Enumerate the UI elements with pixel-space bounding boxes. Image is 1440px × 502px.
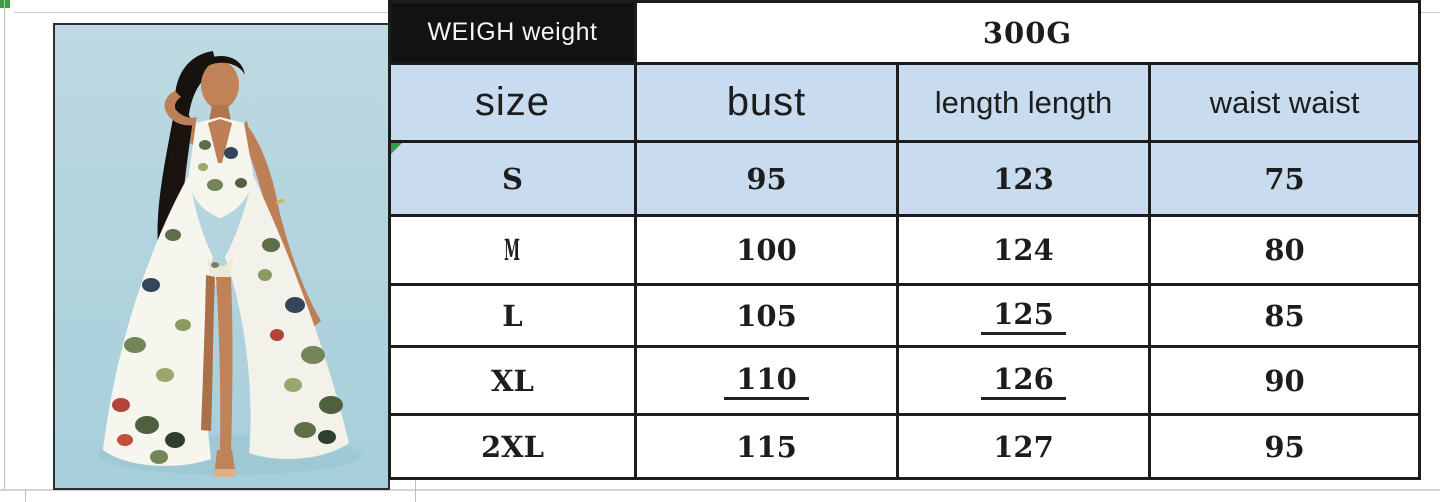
- weight-value-cell[interactable]: 300G: [633, 0, 1422, 65]
- cell-error-marker: [392, 144, 402, 154]
- waist-cell[interactable]: 80: [1147, 214, 1422, 286]
- table-row-s: S 95 123 75: [388, 140, 1422, 217]
- gridline-horizontal-bottom: [0, 489, 1440, 491]
- bust-cell[interactable]: 100: [634, 214, 899, 286]
- weight-label-cell[interactable]: WEIGH weight: [388, 0, 637, 65]
- weight-label: WEIGH weight: [427, 18, 598, 46]
- floral-print: [112, 140, 343, 464]
- waist-cell[interactable]: 95: [1147, 413, 1422, 480]
- bracelet: [275, 198, 285, 205]
- bust-cell[interactable]: 95: [634, 140, 899, 217]
- table-row-xl: XL 110 126 90: [388, 345, 1422, 416]
- gridline-tick-bottom-left: [25, 489, 26, 502]
- length-cell[interactable]: 126: [896, 345, 1151, 416]
- length-cell[interactable]: 125: [896, 283, 1151, 348]
- size-cell[interactable]: L: [388, 283, 637, 348]
- gridline-vertical-left: [4, 0, 5, 489]
- face: [201, 61, 239, 109]
- heel-sandal: [213, 469, 237, 477]
- size-chart: WEIGH weight 300G size bust length lengt…: [388, 0, 1422, 480]
- bust-cell[interactable]: 105: [634, 283, 899, 348]
- weight-row: WEIGH weight 300G: [388, 0, 1422, 65]
- waist-cell[interactable]: 75: [1147, 140, 1422, 217]
- column-header-waist[interactable]: waist waist: [1147, 62, 1422, 143]
- size-cell[interactable]: M: [388, 214, 637, 286]
- length-cell[interactable]: 124: [896, 214, 1151, 286]
- gridline-horizontal-top-right: [1421, 12, 1440, 13]
- bust-cell[interactable]: 115: [634, 413, 899, 480]
- raised-arm: [164, 91, 197, 126]
- length-cell[interactable]: 123: [896, 140, 1151, 217]
- size-cell[interactable]: XL: [388, 345, 637, 416]
- size-cell[interactable]: S: [388, 140, 637, 217]
- lowered-arm: [241, 125, 321, 329]
- waist-cell[interactable]: 90: [1147, 345, 1422, 416]
- table-row-2xl: 2XL 115 127 95: [388, 413, 1422, 480]
- weight-value: 300G: [982, 15, 1073, 50]
- gridline-horizontal-top: [14, 12, 388, 13]
- sheet-selection-marker: [0, 0, 10, 8]
- size-cell[interactable]: 2XL: [388, 413, 637, 480]
- column-header-length[interactable]: length length: [896, 62, 1151, 143]
- product-photo[interactable]: [53, 23, 390, 490]
- length-cell[interactable]: 127: [896, 413, 1151, 480]
- leg: [216, 277, 233, 450]
- header-row: size bust length length waist waist: [388, 62, 1422, 143]
- column-header-bust[interactable]: bust: [634, 62, 899, 143]
- table-row-l: L 105 125 85: [388, 283, 1422, 348]
- model-photo-illustration: [55, 25, 388, 488]
- table-row-m: M 100 124 80: [388, 214, 1422, 286]
- column-header-size[interactable]: size: [388, 62, 637, 143]
- bust-cell[interactable]: 110: [634, 345, 899, 416]
- waist-cell[interactable]: 85: [1147, 283, 1422, 348]
- gridline-tick-below-table: [415, 479, 416, 502]
- dress-skirt-right: [225, 175, 349, 459]
- dress-skirt-left: [103, 175, 213, 466]
